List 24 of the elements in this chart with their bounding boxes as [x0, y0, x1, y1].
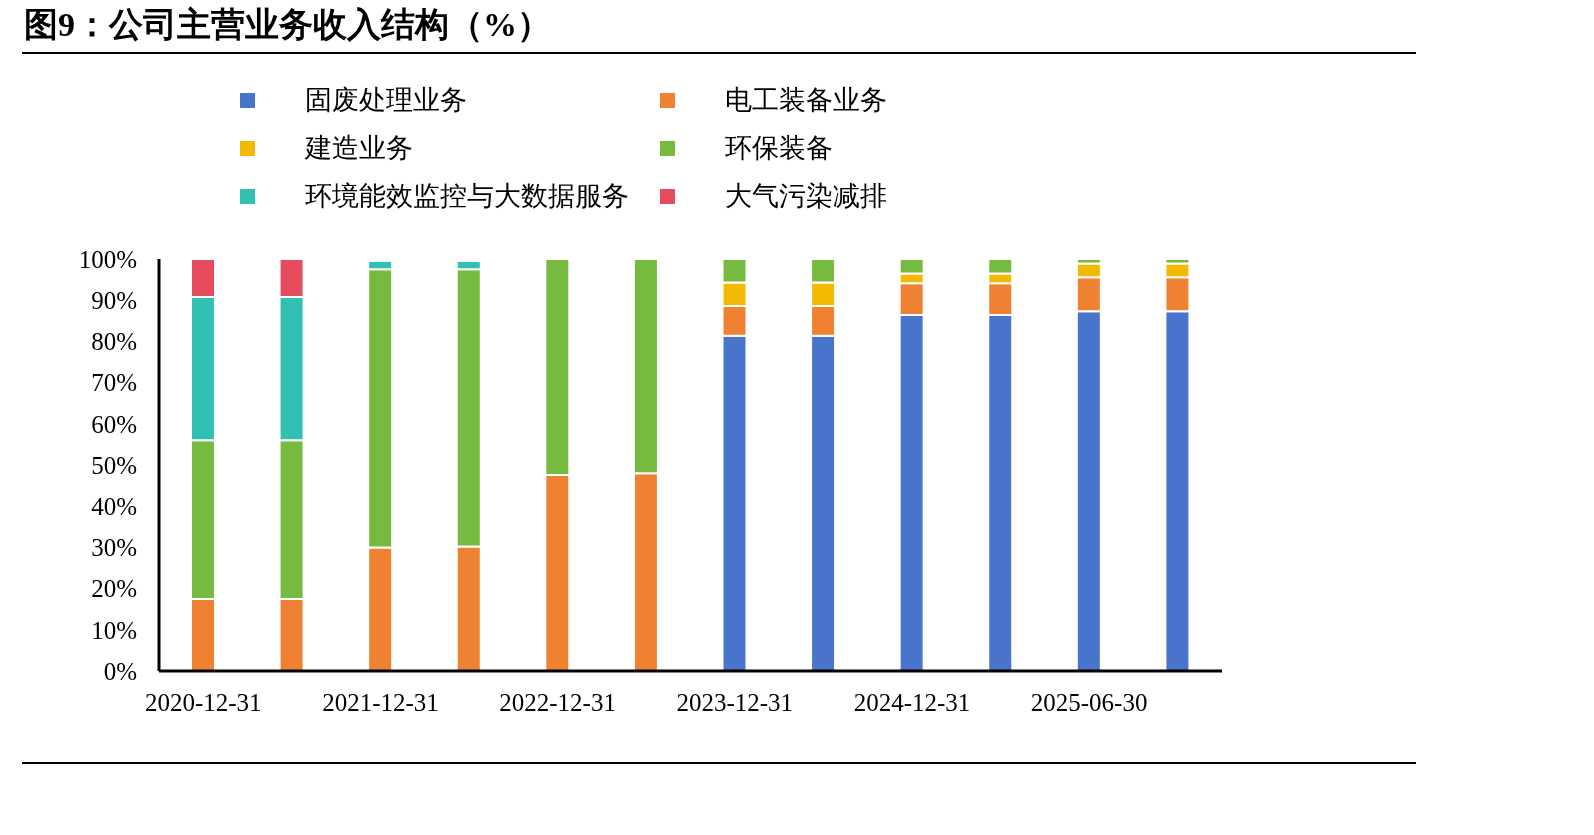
x-tick-label: 2022-12-31: [499, 688, 616, 716]
y-tick-label: 50%: [91, 451, 137, 479]
x-tick-label: 2023-12-31: [676, 688, 794, 716]
y-tick-label: 80%: [91, 328, 137, 356]
legend-label: 固废处理业务: [305, 84, 467, 117]
chart-title: 图9：公司主营业务收入结构（%）: [24, 5, 551, 45]
y-tick-label: 90%: [91, 287, 137, 315]
y-tick-label: 10%: [91, 616, 137, 644]
legend-label: 环保装备: [725, 132, 833, 165]
y-tick-label: 20%: [91, 575, 137, 603]
y-tick-label: 100%: [78, 245, 137, 273]
y-tick-label: 60%: [91, 410, 137, 438]
y-tick-label: 70%: [91, 369, 137, 397]
legend-label: 电工装备业务: [725, 84, 887, 117]
x-tick-label: 2025-06-30: [1030, 688, 1148, 716]
x-tick-label: 2020-12-31: [144, 688, 262, 716]
y-tick-label: 40%: [91, 493, 137, 521]
x-tick-label: 2021-12-31: [322, 688, 439, 716]
y-tick-label: 30%: [91, 534, 137, 562]
y-tick-label: 0%: [103, 657, 137, 685]
x-tick-label: 2024-12-31: [853, 688, 971, 716]
legend-label: 建造业务: [305, 132, 413, 165]
legend-label: 大气污染减排: [725, 180, 887, 213]
legend-label: 环境能效监控与大数据服务: [305, 180, 629, 213]
